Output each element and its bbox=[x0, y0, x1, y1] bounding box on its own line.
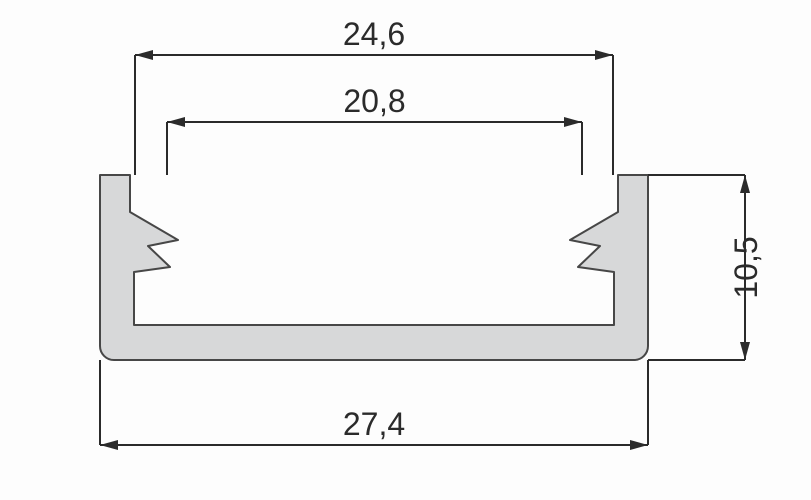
dimension-arrow bbox=[740, 342, 750, 360]
dimension-arrow bbox=[740, 175, 750, 193]
dimension-10-5: 10,5 bbox=[728, 236, 764, 298]
dimension-20-8: 20,8 bbox=[343, 83, 405, 119]
dimension-arrow bbox=[564, 117, 582, 127]
dimension-arrow bbox=[100, 440, 118, 450]
dimension-arrow bbox=[595, 50, 613, 60]
dimension-27-4: 27,4 bbox=[343, 406, 405, 442]
profile-cross-section bbox=[100, 175, 648, 360]
dimension-arrow bbox=[630, 440, 648, 450]
dimension-arrow bbox=[135, 50, 153, 60]
dimension-24-6: 24,6 bbox=[343, 16, 405, 52]
dimension-arrow bbox=[167, 117, 185, 127]
